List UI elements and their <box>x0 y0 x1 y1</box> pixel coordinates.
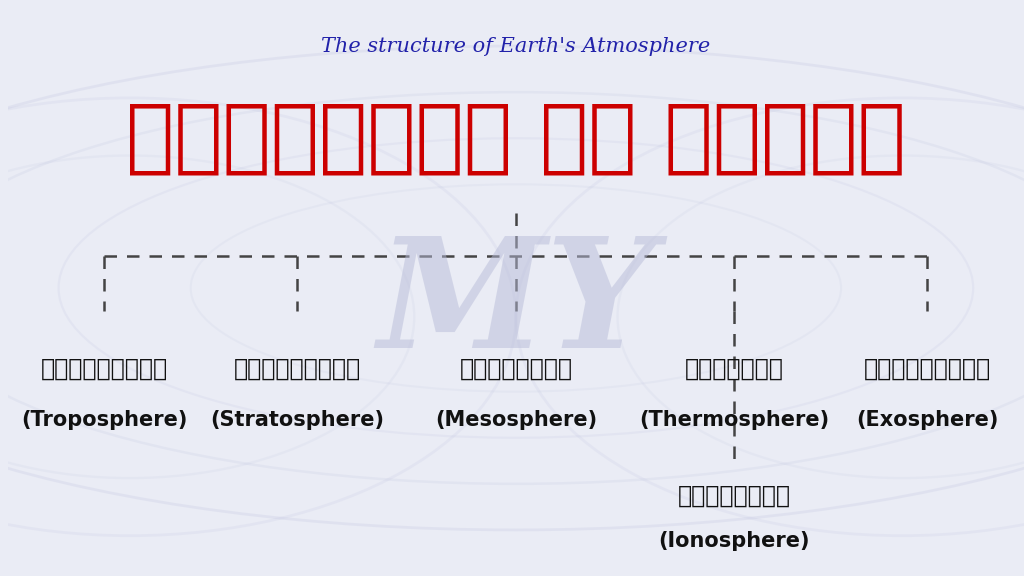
Text: (Ionosphere): (Ionosphere) <box>658 532 810 551</box>
Text: (Stratosphere): (Stratosphere) <box>210 411 384 430</box>
Text: (Troposphere): (Troposphere) <box>22 411 187 430</box>
Text: The structure of Earth's Atmosphere: The structure of Earth's Atmosphere <box>322 37 711 55</box>
Text: वायुमंडल की परतें: वायुमंडल की परतें <box>126 99 906 177</box>
Text: समतापमंडल: समतापमंडल <box>233 357 361 381</box>
Text: तापमंडल: तापमंडल <box>685 357 783 381</box>
Text: क्षोभमंडल: क्षोभमंडल <box>41 357 168 381</box>
Text: आयनमण्डल: आयनमण्डल <box>678 483 791 507</box>
Text: बाह्यमंडल: बाह्यमंडल <box>864 357 991 381</box>
Text: MY: MY <box>377 231 655 380</box>
Text: (Mesosphere): (Mesosphere) <box>435 411 597 430</box>
Text: (Thermosphere): (Thermosphere) <box>639 411 829 430</box>
Text: मध्यमंडल: मध्यमंडल <box>460 357 572 381</box>
Text: (Exosphere): (Exosphere) <box>856 411 998 430</box>
